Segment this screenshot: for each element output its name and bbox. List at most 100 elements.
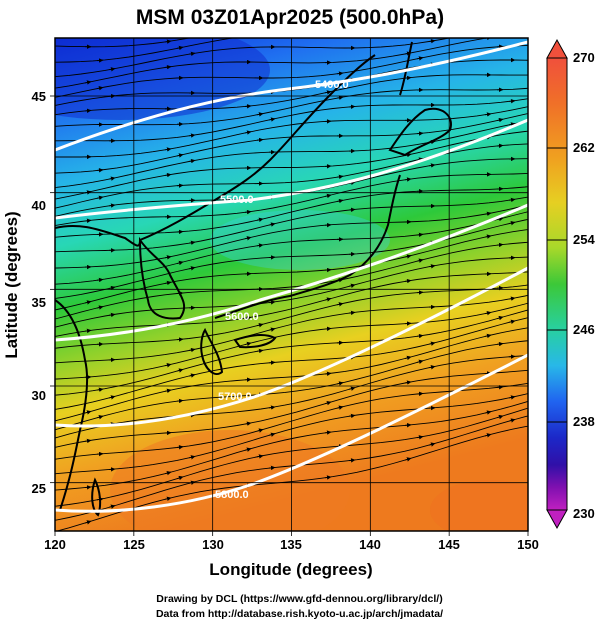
flow-arrow [508,319,516,325]
colorbar-tick-label: 246 [573,322,595,337]
contour-5400 [55,40,528,152]
flow-arrow [324,371,332,377]
flow-arrow [404,278,412,284]
streamline [55,74,528,116]
flow-arrow [188,51,196,57]
flow-arrow [508,296,516,301]
flow-arrow [244,447,252,452]
flow-arrow [96,277,104,283]
streamline [55,271,528,337]
warm-patch-east [430,480,528,531]
flow-arrow [96,305,104,310]
flow-arrow [176,153,184,158]
flow-arrow [348,207,356,213]
flow-arrow [108,67,116,72]
coast-shikoku [233,334,277,349]
flow-arrow [84,218,92,224]
streamline [55,415,528,521]
credit-data: Data from http://database.rish.kyoto-u.a… [155,608,444,620]
flow-arrow [164,172,172,178]
streamline [55,340,528,431]
flow-arrow [164,363,172,368]
flow-arrow [96,387,104,392]
streamline [55,400,528,491]
coast-hokkaido [388,107,452,157]
streamline [55,256,528,328]
streamline [55,106,528,158]
flow-arrow [268,432,276,437]
flow-arrow [324,326,332,332]
flow-arrow [348,386,356,391]
cyan-patch [210,210,390,270]
flow-arrow [96,85,104,91]
flow-arrow [484,211,492,217]
x-tick-label: 130 [202,537,224,552]
flow-arrow [324,430,332,435]
streamline [55,309,528,396]
y-axis: 25 30 35 40 45 Latitude (degrees) [2,89,46,496]
y-axis-label: Latitude (degrees) [2,211,21,358]
contour-label: 5500.0 [220,194,254,206]
coast-honshu [214,174,401,319]
flow-arrow [416,131,424,136]
flow-arrow [404,177,412,182]
flow-arrow [188,240,196,246]
x-tick-label: 120 [44,537,66,552]
streamline [55,98,528,142]
streamline [55,130,528,200]
flow-arrow [164,388,172,394]
flow-arrow [508,122,516,127]
streamline [55,229,528,311]
flow-arrow [108,203,116,208]
coast-kyushu [200,327,224,375]
colorbar-scale [546,57,568,511]
streamline [55,173,528,227]
streamline [55,186,528,238]
flow-arrow [84,300,92,305]
streamline [55,204,528,269]
flow-arrow [324,193,332,199]
figure-title: MSM 03Z01Apr2025 (500.0hPa) [136,6,444,29]
flow-arrow [108,467,116,472]
flow-arrow [324,297,332,302]
flow-arrow [508,418,516,423]
flow-arrow [324,475,332,480]
flow-arrow [84,485,92,490]
x-axis-label: Longitude (degrees) [209,560,372,579]
flow-arrow [164,39,172,44]
flow-arrow [484,234,492,239]
streamline [55,327,528,422]
colorbar-tick-label: 262 [573,140,595,155]
flow-arrow [84,520,92,525]
flow-arrow [256,112,264,117]
flow-arrow [324,90,332,95]
flow-arrow [164,470,172,476]
streamline [55,45,528,98]
flow-arrow [268,300,276,305]
flow-arrow [508,197,516,203]
colorbar-tick-label: 238 [573,414,595,429]
x-tick-label: 140 [359,537,381,552]
flow-arrow [496,315,504,321]
streamline [55,407,528,507]
flow-arrow [336,405,344,410]
flow-arrow [257,34,263,35]
flow-arrow [348,283,356,288]
flow-arrow [348,180,356,186]
flow-arrow [508,98,516,104]
contour-label: 5800.0 [215,489,249,501]
contour-5700 [55,266,528,428]
flow-arrow [496,385,504,390]
flow-arrow [96,195,104,201]
y-tick-label: 35 [32,295,46,310]
contour-label: 5400.0 [315,79,349,91]
streamline [55,38,490,89]
flow-arrow [108,176,116,181]
streamline [55,38,192,48]
flow-arrow [176,444,184,450]
flow-arrow [244,130,252,135]
flow-arrow [244,315,252,321]
colorbar-top-arrow [546,38,568,59]
flow-arrow [96,167,104,173]
streamline [55,143,528,209]
